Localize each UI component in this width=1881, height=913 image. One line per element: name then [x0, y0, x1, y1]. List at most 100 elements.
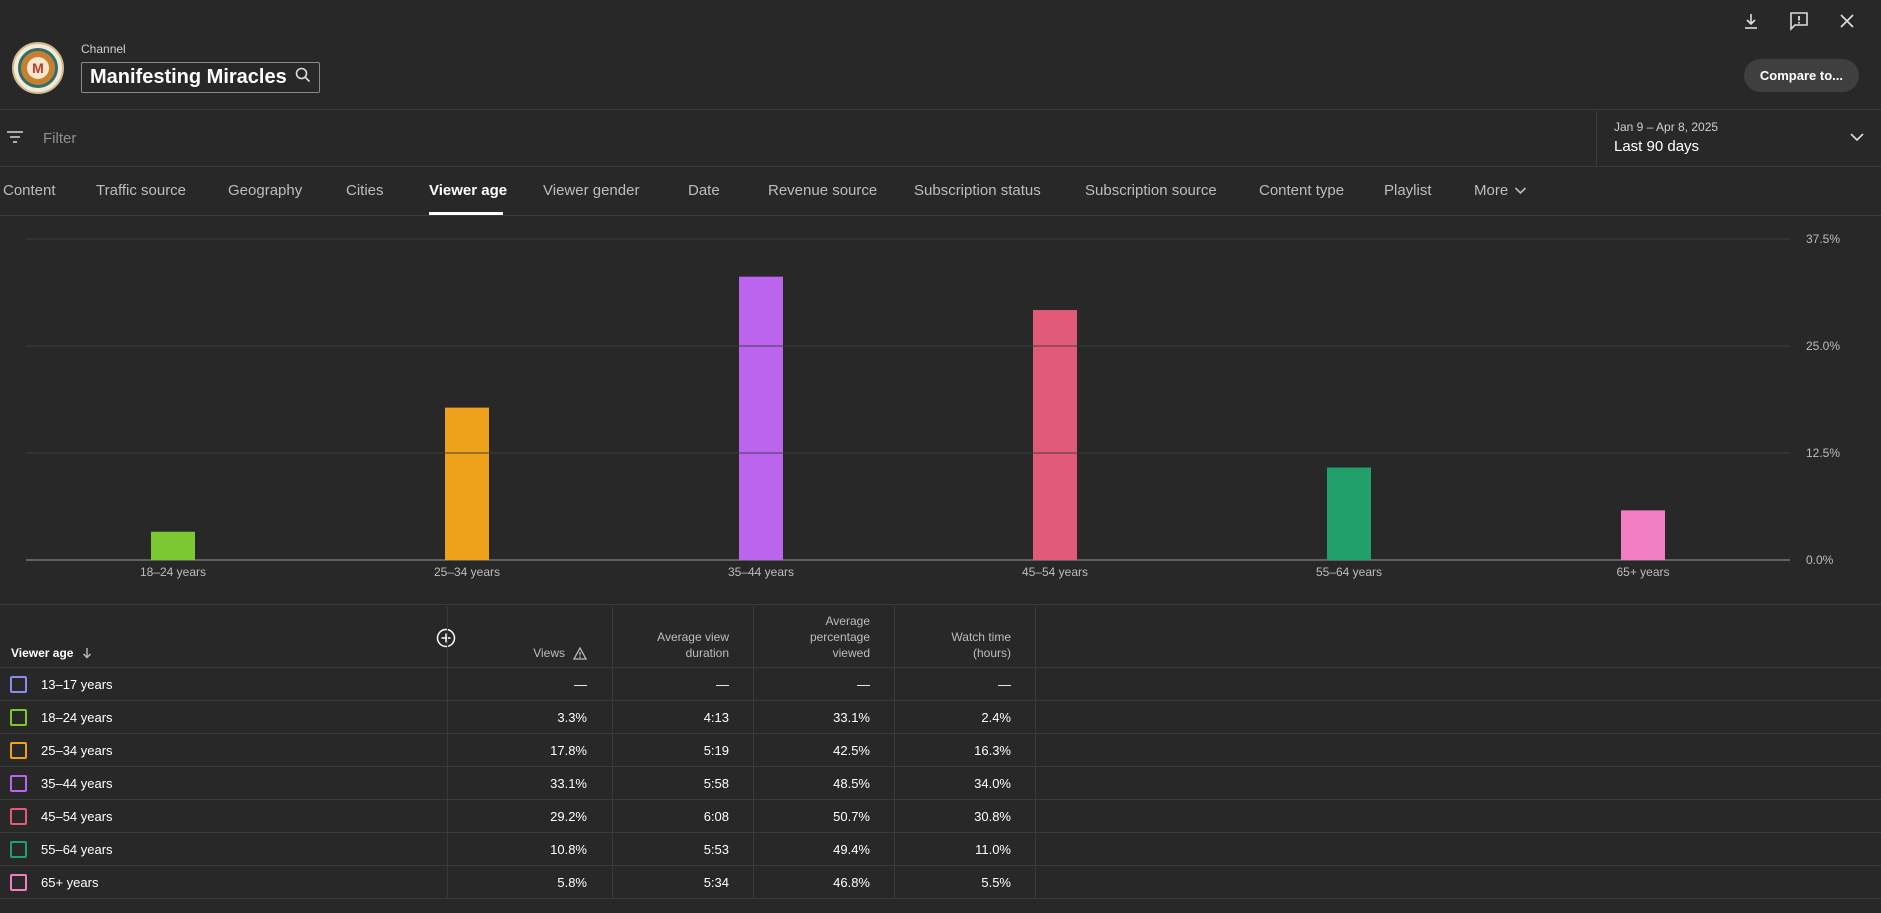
row-checkbox[interactable] [10, 709, 27, 726]
cell-watch-time: 16.3% [974, 743, 1011, 758]
column-header-views[interactable]: Views [447, 606, 587, 668]
row-checkbox[interactable] [10, 775, 27, 792]
cell-avg-view-duration: 5:58 [703, 776, 729, 791]
column-header-avg-percentage-viewed[interactable]: Average percentage viewed [753, 606, 870, 668]
table-row[interactable]: 13–17 years — — — — [0, 668, 1881, 701]
sort-down-icon [83, 648, 92, 659]
row-age-label: 35–44 years [41, 776, 113, 791]
bar[interactable] [1033, 310, 1077, 560]
tab-more-label: More [1474, 182, 1509, 199]
tab-viewer-age[interactable]: Viewer age [429, 182, 508, 199]
close-icon[interactable] [1833, 7, 1861, 35]
date-range-picker[interactable]: Jan 9 – Apr 8, 2025 Last 90 days [1596, 111, 1881, 167]
row-checkbox[interactable] [10, 676, 27, 693]
table-row[interactable]: 45–54 years 29.2% 6:08 50.7% 30.8% [0, 800, 1881, 833]
row-checkbox[interactable] [10, 742, 27, 759]
tab-more[interactable]: More [1474, 182, 1527, 199]
x-tick-label: 65+ years [1616, 565, 1669, 579]
table-row[interactable]: 35–44 years 33.1% 5:58 48.5% 34.0% [0, 767, 1881, 800]
add-column-icon[interactable] [436, 628, 456, 648]
tab-subscription-status[interactable]: Subscription status [914, 182, 1041, 199]
row-age-label: 55–64 years [41, 842, 113, 857]
bar[interactable] [1621, 510, 1665, 560]
tab-cities[interactable]: Cities [346, 182, 384, 199]
filter-icon[interactable] [6, 128, 24, 151]
cell-avg-view-duration: 5:34 [703, 875, 729, 890]
tab-content-type[interactable]: Content type [1259, 182, 1345, 199]
viewer-age-chart: 0.0% 12.5% 25.0% 37.5% 18–24 years 25–34 year… [0, 232, 1881, 605]
table-row[interactable]: 18–24 years 3.3% 4:13 33.1% 2.4% [0, 701, 1881, 734]
tab-playlist[interactable]: Playlist [1384, 182, 1432, 199]
table-row[interactable]: 65+ years 5.8% 5:34 46.8% 5.5% [0, 866, 1881, 899]
compare-button[interactable]: Compare to... [1743, 59, 1859, 92]
table-row[interactable]: 55–64 years 10.8% 5:53 49.4% 11.0% [0, 833, 1881, 866]
cell-avg-percentage-viewed: 46.8% [833, 875, 870, 890]
x-tick-label: 55–64 years [1316, 565, 1382, 579]
search-icon[interactable] [295, 67, 311, 88]
tab-viewer-gender[interactable]: Viewer gender [543, 182, 640, 199]
tab-geography[interactable]: Geography [228, 182, 303, 199]
cell-avg-view-duration: 5:19 [703, 743, 729, 758]
row-age-label: 65+ years [41, 875, 99, 890]
cell-avg-view-duration: — [716, 677, 729, 692]
row-label-group: 18–24 years [10, 701, 113, 734]
row-checkbox[interactable] [10, 841, 27, 858]
cell-watch-time: 2.4% [981, 710, 1011, 725]
column-header-avg-view-duration[interactable]: Average view duration [612, 606, 729, 668]
row-checkbox[interactable] [10, 874, 27, 891]
column-header-viewer-age-label: Viewer age [11, 646, 74, 660]
column-header-viewer-age[interactable]: Viewer age [11, 646, 93, 660]
feedback-icon[interactable] [1785, 7, 1813, 35]
bar[interactable] [739, 276, 783, 560]
tab-subscription-source[interactable]: Subscription source [1085, 182, 1217, 199]
column-header-views-label: Views [533, 646, 565, 660]
column-header-watch-time[interactable]: Watch time (hours) [894, 606, 1011, 668]
channel-selector[interactable]: Manifesting Miracles [81, 62, 320, 93]
dimension-tabs: Content Traffic source Geography Cities … [0, 168, 1881, 216]
x-tick-label: 35–44 years [728, 565, 794, 579]
cell-avg-percentage-viewed: — [857, 677, 870, 692]
row-label-group: 65+ years [10, 866, 98, 899]
y-tick-label: 25.0% [1806, 339, 1840, 353]
cell-views: 17.8% [550, 743, 587, 758]
tab-date[interactable]: Date [688, 182, 720, 199]
viewer-age-table: Viewer age Views Average view duration A… [0, 606, 1881, 899]
bar[interactable] [445, 407, 489, 560]
row-label-group: 13–17 years [10, 668, 113, 701]
cell-avg-view-duration: 4:13 [703, 710, 729, 725]
avatar-ring: M [18, 48, 58, 88]
tab-traffic-source[interactable]: Traffic source [96, 182, 187, 199]
cell-watch-time: — [998, 677, 1011, 692]
cell-watch-time: 34.0% [974, 776, 1011, 791]
tab-content[interactable]: Content [3, 182, 56, 199]
column-divider [894, 606, 895, 899]
cell-watch-time: 30.8% [974, 809, 1011, 824]
column-divider [447, 606, 448, 899]
row-age-label: 45–54 years [41, 809, 113, 824]
column-header-avg-percentage-viewed-label: Average percentage viewed [809, 614, 870, 660]
channel-avatar[interactable]: M [12, 42, 64, 94]
tab-revenue-source[interactable]: Revenue source [768, 182, 878, 199]
warning-icon [573, 646, 587, 660]
avatar-logo-icon: M [27, 57, 49, 79]
x-tick-label: 25–34 years [434, 565, 500, 579]
cell-views: 33.1% [550, 776, 587, 791]
cell-avg-percentage-viewed: 42.5% [833, 743, 870, 758]
table-row[interactable]: 25–34 years 17.8% 5:19 42.5% 16.3% [0, 734, 1881, 767]
filter-input[interactable]: Filter [43, 130, 77, 147]
row-checkbox[interactable] [10, 808, 27, 825]
cell-views: 29.2% [550, 809, 587, 824]
column-header-avg-view-duration-label: Average view duration [657, 630, 729, 660]
chevron-down-icon [1849, 129, 1865, 150]
active-tab-indicator [429, 212, 503, 215]
row-age-label: 13–17 years [41, 677, 113, 692]
bar[interactable] [151, 531, 195, 560]
row-label-group: 55–64 years [10, 833, 113, 866]
y-tick-label: 0.0% [1806, 553, 1834, 567]
x-tick-label: 45–54 years [1022, 565, 1088, 579]
bar[interactable] [1327, 467, 1371, 560]
chevron-down-icon [1515, 187, 1527, 195]
download-icon[interactable] [1737, 7, 1765, 35]
row-age-label: 25–34 years [41, 743, 113, 758]
